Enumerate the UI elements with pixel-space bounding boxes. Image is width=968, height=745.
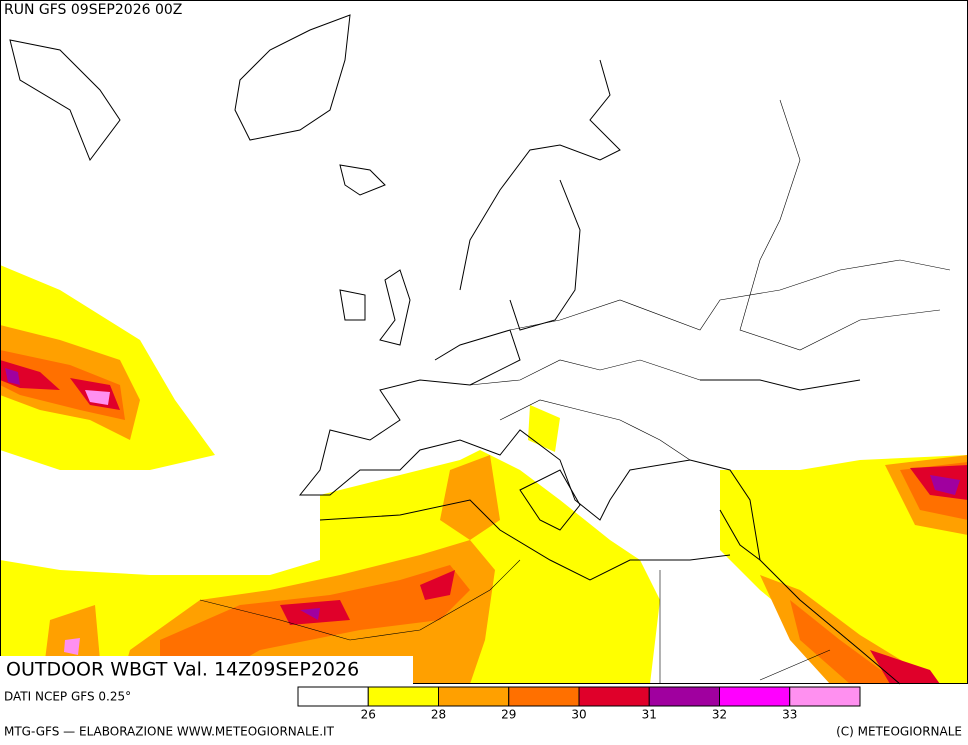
legend-swatch [297, 686, 369, 707]
footer-left: MTG-GFS — ELABORAZIONE WWW.METEOGIORNALE… [4, 725, 335, 739]
field-purple [5, 368, 960, 620]
legend-swatch [648, 686, 720, 707]
title-box [0, 656, 413, 684]
footer-right: (C) METEOGIORNALE [836, 725, 962, 739]
legend-swatch [578, 686, 650, 707]
legend-threshold: 29 [501, 708, 516, 722]
legend-swatch [508, 686, 580, 707]
run-label: RUN GFS 09SEP2026 00Z [4, 2, 182, 18]
legend-swatch [438, 686, 510, 707]
legend-threshold: 32 [712, 708, 727, 722]
legend-swatch [789, 686, 861, 707]
legend-swatch [367, 686, 439, 707]
legend-swatch [719, 686, 791, 707]
legend-threshold: 31 [642, 708, 657, 722]
map-title: OUTDOOR WBGT Val. 14Z09SEP2026 [6, 659, 359, 681]
map: RUN GFS 09SEP2026 00Z OUTDOOR WBGT Val. … [0, 0, 968, 685]
field-pink [64, 390, 110, 655]
source-label: DATI NCEP GFS 0.25° [4, 690, 131, 704]
legend-threshold: 30 [571, 708, 586, 722]
borders [199, 99, 951, 684]
legend-threshold: 28 [431, 708, 446, 722]
legend-threshold: 26 [361, 708, 376, 722]
legend: 26 28 29 30 31 32 33 [297, 686, 861, 722]
legend-threshold: 33 [782, 708, 797, 722]
coastlines [9, 14, 901, 685]
